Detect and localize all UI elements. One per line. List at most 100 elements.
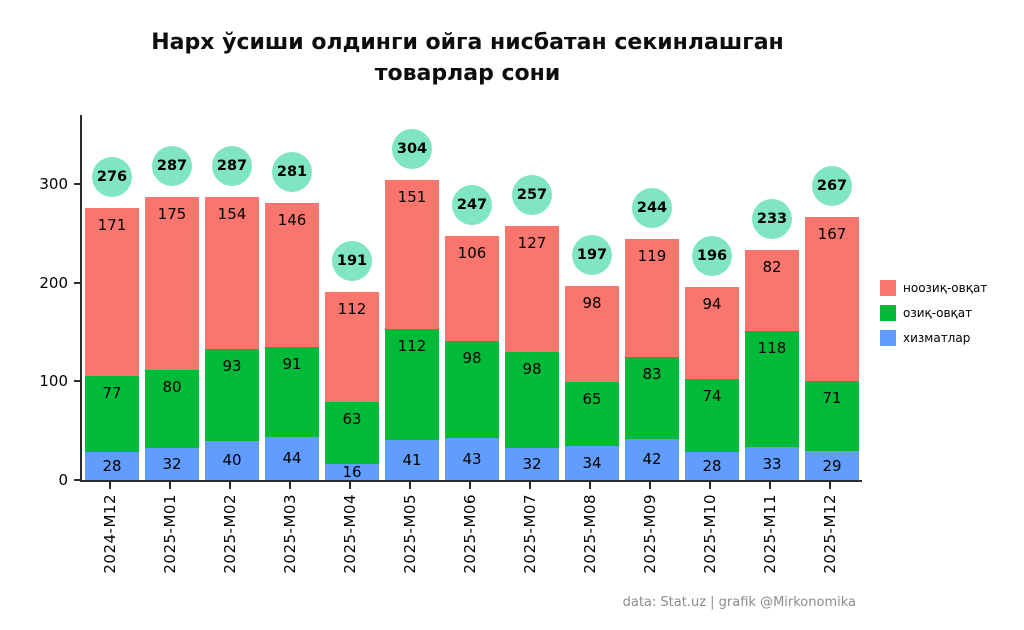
x-axis-labels: 2024-M12 2025-M01 2025-M02 2025-M03 2025-M04…: [80, 482, 860, 574]
x-axis-tick-label: 2025-M06: [461, 494, 479, 574]
x-axis-tick: [529, 482, 531, 489]
bar-segment-nonfood: 94: [685, 286, 739, 380]
segment-value-label: 28: [102, 457, 122, 476]
chart-title-line1: Нарх ўсиши олдинги ойга нисбатан секинла…: [151, 30, 784, 55]
legend-label-food: озиқ-овқат: [903, 306, 973, 320]
x-axis-tick: [169, 482, 171, 489]
segment-value-label: 80: [162, 377, 182, 396]
stacked-bar: 40 93 154 287: [205, 145, 259, 480]
bar-segment-food: 71: [805, 381, 859, 452]
bar-segment-food: 65: [565, 382, 619, 447]
segment-value-label: 32: [522, 455, 542, 474]
y-axis-tick: [74, 183, 80, 186]
x-axis-tick: [289, 482, 291, 489]
x-axis-tick-label: 2025-M12: [821, 494, 839, 574]
stacked-bar: 32 80 175 287: [145, 145, 199, 480]
bar-segment-services: 28: [85, 452, 139, 480]
segment-value-label: 41: [402, 450, 422, 469]
bar-segment-services: 41: [385, 439, 439, 480]
segment-value-label: 93: [222, 356, 242, 375]
bar-segment-nonfood: 175: [145, 196, 199, 370]
segment-value-label: 98: [522, 359, 542, 378]
segment-value-label: 29: [822, 456, 842, 475]
x-axis-tick: [709, 482, 711, 489]
legend-label-nonfood: ноозиқ-овқат: [903, 281, 988, 295]
segment-value-label: 40: [222, 451, 242, 470]
segment-value-label: 112: [337, 299, 367, 318]
x-axis-category: 2025-M05: [380, 482, 440, 574]
y-axis-tick: [74, 281, 80, 284]
bar-slot: 16 63 112 191: [322, 240, 382, 482]
segment-value-label: 154: [217, 204, 247, 223]
segment-value-label: 118: [757, 339, 787, 358]
bar-slot: 32 98 127 257: [502, 175, 562, 480]
stacked-bar: 16 63 112 191: [325, 240, 379, 482]
bar-segment-food: 77: [85, 376, 139, 453]
bar-segment-nonfood: 154: [205, 196, 259, 349]
segment-value-label: 94: [702, 294, 722, 313]
bar-slot: 41 112 151 304: [382, 129, 442, 480]
bar-slot: 32 80 175 287: [142, 145, 202, 480]
bar-segment-services: 42: [625, 438, 679, 480]
bar-segment-food: 91: [265, 346, 319, 437]
x-axis-category: 2025-M10: [680, 482, 740, 574]
x-axis-category: 2025-M02: [200, 482, 260, 574]
bar-segment-services: 34: [565, 446, 619, 480]
segment-value-label: 34: [582, 454, 602, 473]
chart-title: Нарх ўсиши олдинги ойга нисбатан секинла…: [0, 28, 935, 90]
total-badge: 196: [692, 235, 732, 276]
total-badge: 191: [332, 240, 372, 281]
bar-slot: 34 65 98 197: [562, 234, 622, 480]
legend-item-nonfood: ноозиқ-овқат: [880, 280, 987, 296]
x-axis-category: 2025-M07: [500, 482, 560, 574]
segment-value-label: 106: [457, 244, 487, 263]
bar-segment-nonfood: 167: [805, 216, 859, 382]
segment-value-label: 127: [517, 234, 547, 253]
bar-segment-services: 29: [805, 451, 859, 480]
segment-value-label: 28: [702, 457, 722, 476]
segment-value-label: 98: [462, 348, 482, 367]
total-badge: 267: [812, 165, 852, 206]
segment-value-label: 33: [762, 454, 782, 473]
stacked-bar: 44 91 146 281: [265, 151, 319, 480]
x-axis-tick: [649, 482, 651, 489]
segment-value-label: 112: [397, 337, 427, 356]
segment-value-label: 91: [282, 354, 302, 373]
x-axis-category: 2024-M12: [80, 482, 140, 574]
segment-value-label: 98: [582, 293, 602, 312]
x-axis-tick-label: 2025-M11: [761, 494, 779, 574]
y-axis-tick-label: 200: [39, 273, 68, 292]
segment-value-label: 32: [162, 455, 182, 474]
x-axis-tick: [409, 482, 411, 489]
bar-segment-services: 33: [745, 447, 799, 480]
bar-segment-services: 44: [265, 436, 319, 480]
total-badge: 287: [152, 145, 192, 186]
bar-segment-services: 40: [205, 440, 259, 480]
segment-value-label: 44: [282, 449, 302, 468]
total-badge: 244: [632, 188, 672, 229]
x-axis-tick: [469, 482, 471, 489]
bar-slot: 40 93 154 287: [202, 145, 262, 480]
segment-value-label: 42: [642, 450, 662, 469]
segment-value-label: 74: [702, 387, 722, 406]
segment-value-label: 71: [822, 389, 842, 408]
x-axis-tick-label: 2025-M01: [161, 494, 179, 574]
x-axis-tick-label: 2025-M04: [341, 494, 359, 574]
segment-value-label: 16: [342, 463, 362, 482]
stacked-bar: 32 98 127 257: [505, 175, 559, 480]
total-badge: 304: [392, 129, 432, 170]
bar-segment-nonfood: 106: [445, 236, 499, 341]
legend-item-food: озиқ-овқат: [880, 305, 987, 321]
bar-slot: 44 91 146 281: [262, 151, 322, 480]
plot-area: 28 77 171 276 32 80 175 287 40 93 154 287 44 91 146 281…: [39, 115, 862, 489]
bar-slot: 33 118 82 233: [742, 199, 802, 480]
x-axis-tick-label: 2025-M10: [701, 494, 719, 574]
stacked-bar: 41 112 151 304: [385, 129, 439, 480]
x-axis-category: 2025-M11: [740, 482, 800, 574]
chart-title-line2: товарлар сони: [374, 60, 561, 86]
x-axis-tick-label: 2025-M03: [281, 494, 299, 574]
bar-segment-nonfood: 146: [265, 202, 319, 347]
bar-segment-services: 16: [325, 463, 379, 482]
segment-value-label: 63: [342, 410, 362, 429]
x-axis-category: 2025-M06: [440, 482, 500, 574]
